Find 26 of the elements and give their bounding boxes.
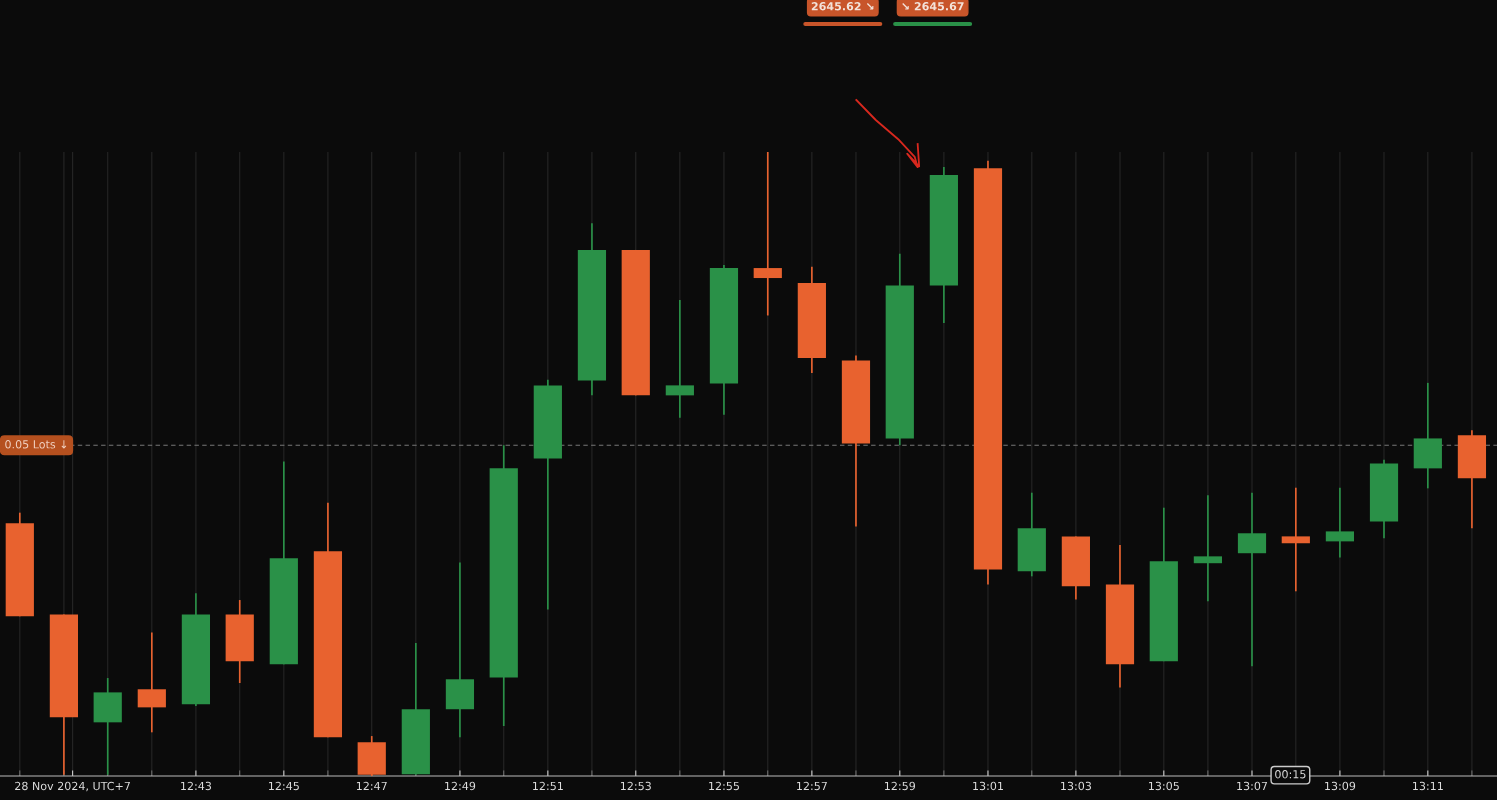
x-tick-label: 12:43 <box>181 781 212 791</box>
candlestick <box>753 152 782 317</box>
x-tick-label: 12:53 <box>620 781 651 791</box>
x-tick-label: 12:45 <box>269 781 299 791</box>
x-tick-label: 12:49 <box>445 781 476 791</box>
x-tick-label: 12:55 <box>709 781 739 791</box>
candlestick <box>1281 486 1310 593</box>
text: 2645.62 ↘ <box>811 2 874 11</box>
ref-line-label: 0.05 Lots ↓ <box>5 440 67 449</box>
candlestick <box>665 299 694 419</box>
x-tick-label: 13:03 <box>1061 781 1092 791</box>
x-tick-label: 28 Nov 2024, UTC+7 <box>15 781 130 792</box>
annotation: 00:15 <box>1275 770 1306 779</box>
x-tick-label: 13:09 <box>1325 781 1356 791</box>
x-tick-label: 12:59 <box>884 781 916 791</box>
x-tick-label: 12:47 <box>356 781 387 790</box>
x-tick-label: 13:07 <box>1237 781 1268 791</box>
x-tick-label: 12:57 <box>797 781 827 791</box>
text: ↘ 2645.67 <box>902 2 964 11</box>
x-tick-label: 13:01 <box>973 781 1003 791</box>
candlestick <box>1325 486 1355 559</box>
x-tick-label: 13:11 <box>1413 781 1443 791</box>
x-tick-label: 13:05 <box>1149 781 1179 791</box>
candlestick <box>1193 494 1223 603</box>
candlestick <box>1237 491 1267 668</box>
x-tick-label: 12:51 <box>533 781 563 791</box>
